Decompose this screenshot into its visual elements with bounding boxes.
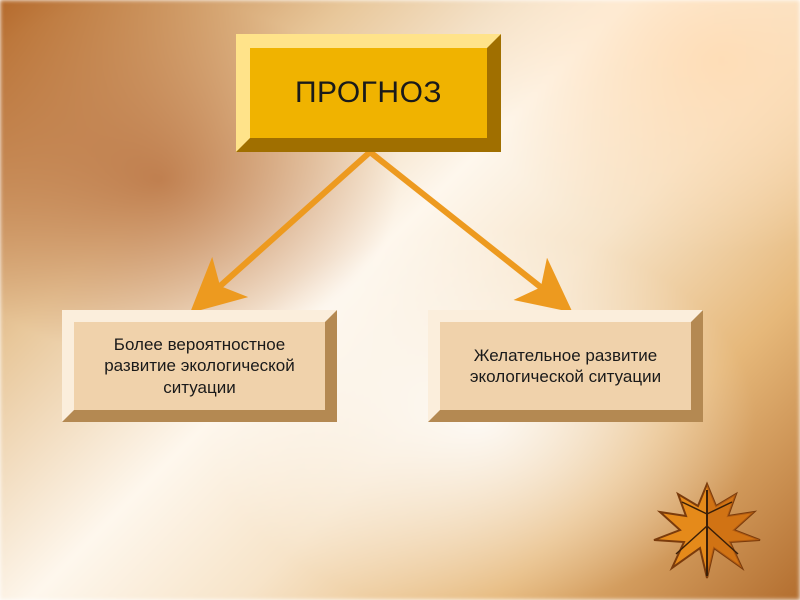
child-node-probable: Более вероятностное развитие экологическ… [62,310,337,422]
child-node-desirable: Желательное развитие экологической ситуа… [428,310,703,422]
maple-leaf-icon [642,476,772,586]
root-node: ПРОГНОЗ [236,34,501,152]
child-node-probable-label: Более вероятностное развитие экологическ… [74,322,325,410]
root-node-label: ПРОГНОЗ [250,48,487,138]
child-node-desirable-label: Желательное развитие экологической ситуа… [440,322,691,410]
